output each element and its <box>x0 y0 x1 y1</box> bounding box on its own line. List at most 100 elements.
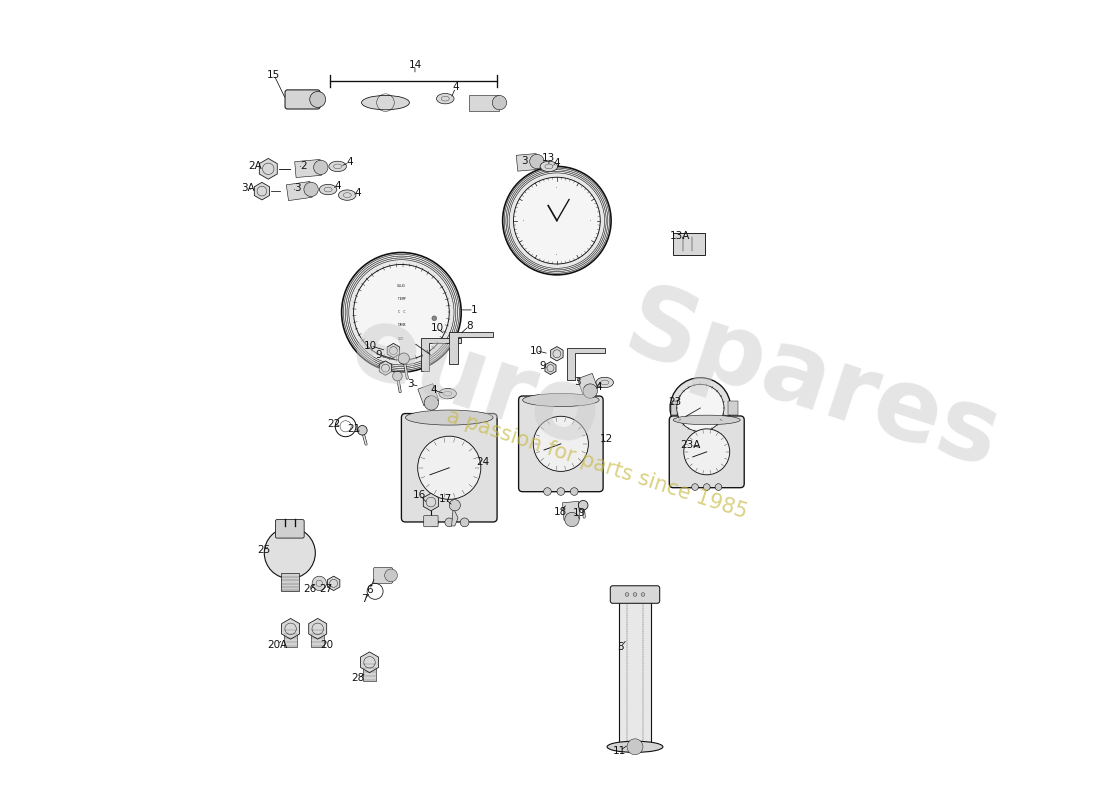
Text: 19: 19 <box>573 508 586 518</box>
Polygon shape <box>568 348 605 380</box>
Circle shape <box>564 512 579 526</box>
Ellipse shape <box>319 184 337 194</box>
Text: 21: 21 <box>348 424 361 434</box>
FancyBboxPatch shape <box>728 401 737 415</box>
Polygon shape <box>516 154 538 171</box>
Text: 8: 8 <box>466 321 473 331</box>
Circle shape <box>460 518 469 526</box>
Circle shape <box>449 500 461 511</box>
Ellipse shape <box>362 95 409 110</box>
Circle shape <box>493 95 507 110</box>
Text: 7: 7 <box>362 594 369 604</box>
FancyBboxPatch shape <box>284 627 297 647</box>
Circle shape <box>418 436 481 499</box>
FancyBboxPatch shape <box>363 661 376 681</box>
Text: 1: 1 <box>471 305 477 315</box>
Ellipse shape <box>673 415 740 425</box>
Polygon shape <box>449 332 493 364</box>
Ellipse shape <box>406 410 493 425</box>
Circle shape <box>312 576 327 590</box>
Circle shape <box>503 166 612 275</box>
Text: 25: 25 <box>257 545 271 555</box>
Text: 20A: 20A <box>267 640 288 650</box>
Text: 13A: 13A <box>670 230 691 241</box>
Circle shape <box>557 488 564 495</box>
Polygon shape <box>309 618 327 639</box>
FancyBboxPatch shape <box>374 567 393 583</box>
Circle shape <box>264 527 316 578</box>
Circle shape <box>342 253 461 372</box>
Text: 10: 10 <box>529 346 542 355</box>
Circle shape <box>703 484 711 490</box>
Circle shape <box>670 378 730 438</box>
Text: 17: 17 <box>439 494 452 504</box>
Text: 28: 28 <box>352 674 365 683</box>
Text: 23: 23 <box>668 397 682 406</box>
Text: 2: 2 <box>300 161 307 170</box>
FancyBboxPatch shape <box>285 90 320 109</box>
Polygon shape <box>544 362 556 374</box>
Text: 12: 12 <box>556 186 558 187</box>
Text: 10: 10 <box>431 323 443 334</box>
Polygon shape <box>424 494 439 511</box>
Text: 10: 10 <box>364 341 377 350</box>
Text: 4: 4 <box>354 188 361 198</box>
Text: 3A: 3A <box>242 183 255 193</box>
Polygon shape <box>254 182 270 200</box>
Text: TANK: TANK <box>398 323 405 327</box>
FancyBboxPatch shape <box>669 416 745 488</box>
Ellipse shape <box>540 162 558 171</box>
Polygon shape <box>452 508 458 526</box>
Text: 18: 18 <box>554 506 568 517</box>
Polygon shape <box>418 384 439 406</box>
Polygon shape <box>328 576 340 590</box>
Text: VDO: VDO <box>398 337 405 341</box>
Circle shape <box>627 739 644 754</box>
Text: 4: 4 <box>595 382 602 392</box>
Text: 16: 16 <box>414 490 427 500</box>
Text: 3: 3 <box>521 156 528 166</box>
Polygon shape <box>551 346 563 361</box>
Text: 3: 3 <box>574 377 581 386</box>
Circle shape <box>641 593 645 597</box>
Circle shape <box>530 154 544 169</box>
Circle shape <box>444 518 453 526</box>
Circle shape <box>429 518 438 526</box>
Circle shape <box>385 569 397 582</box>
Text: 14: 14 <box>408 60 421 70</box>
Text: C    C: C C <box>398 310 405 314</box>
Polygon shape <box>470 94 499 110</box>
Text: 22: 22 <box>327 419 340 429</box>
Text: 9: 9 <box>376 350 383 359</box>
FancyBboxPatch shape <box>424 515 438 526</box>
Ellipse shape <box>522 394 600 406</box>
Circle shape <box>432 316 437 321</box>
Circle shape <box>571 488 579 495</box>
FancyBboxPatch shape <box>311 627 324 647</box>
Circle shape <box>393 371 403 381</box>
Circle shape <box>514 178 601 264</box>
Text: 4: 4 <box>553 158 560 168</box>
Text: 11: 11 <box>613 746 627 756</box>
Circle shape <box>398 353 409 364</box>
Circle shape <box>543 488 551 495</box>
Ellipse shape <box>437 94 454 104</box>
FancyBboxPatch shape <box>671 401 680 415</box>
Polygon shape <box>562 502 580 520</box>
Text: 6: 6 <box>366 585 373 594</box>
Text: 12: 12 <box>600 434 613 444</box>
Text: 4: 4 <box>431 386 438 395</box>
Circle shape <box>314 160 328 174</box>
Circle shape <box>715 484 722 490</box>
Text: 15: 15 <box>267 70 280 80</box>
Polygon shape <box>286 182 312 201</box>
Circle shape <box>583 384 597 398</box>
Text: euro: euro <box>339 298 613 470</box>
Text: a passion for parts since 1985: a passion for parts since 1985 <box>443 406 749 522</box>
Circle shape <box>358 426 367 435</box>
Text: 20: 20 <box>321 640 333 650</box>
Circle shape <box>634 593 637 597</box>
Text: 5: 5 <box>617 642 624 652</box>
Circle shape <box>692 484 698 490</box>
Text: Spares: Spares <box>613 278 1011 490</box>
